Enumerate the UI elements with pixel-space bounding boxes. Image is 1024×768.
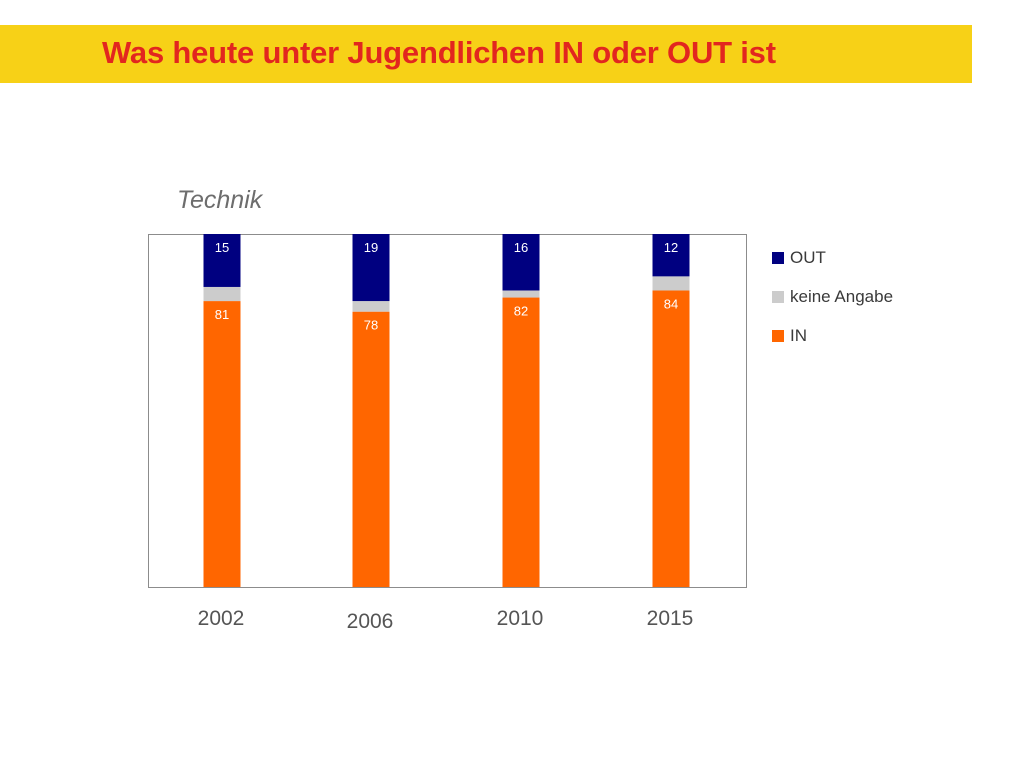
chart-title: Technik <box>177 186 263 214</box>
bar-out-2002 <box>203 234 241 287</box>
bar-out-2006 <box>352 234 390 302</box>
bar-keine-angabe-2015 <box>652 276 690 291</box>
legend-swatch <box>772 291 784 303</box>
legend-item-out: OUT <box>772 248 893 268</box>
legend-item-keine-angabe: keine Angabe <box>772 287 893 307</box>
bar-in-2015 <box>652 290 690 587</box>
data-label-in-2002: 81 <box>215 307 229 322</box>
bar-keine-angabe-2002 <box>203 286 241 302</box>
data-label-in-2010: 82 <box>514 304 528 319</box>
bar-in-2002 <box>203 301 241 587</box>
x-tick-label-2010: 2010 <box>497 607 544 630</box>
legend-item-in: IN <box>772 326 893 346</box>
bar-in-2006 <box>352 311 390 587</box>
legend-label: IN <box>790 326 807 345</box>
bar-out-2015 <box>652 234 690 277</box>
data-label-out-2006: 19 <box>364 240 378 255</box>
x-tick-label-2002: 2002 <box>198 607 245 630</box>
plot-area-frame <box>148 234 747 588</box>
page-title: Was heute unter Jugendlichen IN oder OUT… <box>102 35 776 70</box>
x-tick-label-2006: 2006 <box>347 610 394 633</box>
bar-keine-angabe-2006 <box>352 301 390 312</box>
legend-swatch <box>772 252 784 264</box>
chart-legend: OUT keine Angabe IN <box>772 248 893 365</box>
legend-label: keine Angabe <box>790 287 894 306</box>
legend-label: OUT <box>790 248 826 267</box>
data-label-out-2015: 12 <box>664 240 678 255</box>
bar-out-2010 <box>502 234 540 291</box>
data-label-in-2015: 84 <box>664 296 678 311</box>
data-label-out-2002: 15 <box>215 240 229 255</box>
data-label-in-2006: 78 <box>364 318 378 333</box>
bar-keine-angabe-2010 <box>502 290 540 298</box>
x-tick-label-2015: 2015 <box>647 607 694 630</box>
data-label-out-2010: 16 <box>514 240 528 255</box>
title-bar: Was heute unter Jugendlichen IN oder OUT… <box>0 25 972 83</box>
legend-swatch <box>772 330 784 342</box>
bar-in-2010 <box>502 297 540 587</box>
